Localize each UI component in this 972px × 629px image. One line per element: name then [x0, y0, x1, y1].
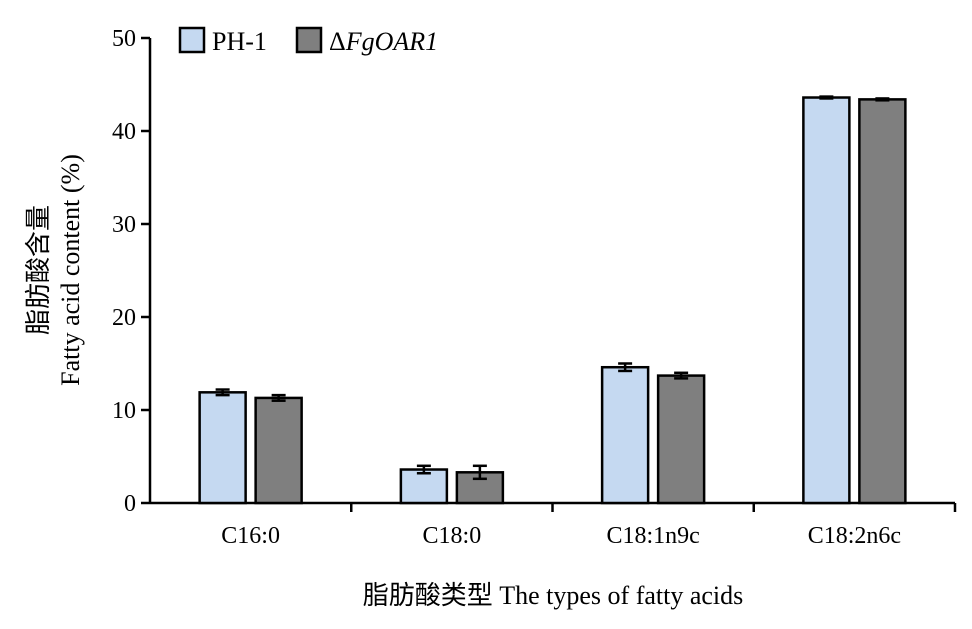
y-axis-title: 脂肪酸含量 Fatty acid content (%) [24, 154, 85, 386]
y-axis: 0 10 20 30 40 50 [112, 26, 152, 517]
bar-ph1 [802, 96, 851, 505]
bar-mutant [656, 374, 706, 505]
y-tick-label: 10 [112, 398, 136, 424]
error-bar [875, 97, 890, 102]
bar-ph1 [198, 391, 247, 505]
error-bar [472, 464, 487, 481]
bar-ph1 [399, 468, 449, 505]
y-axis-title-cn: 脂肪酸含量 [24, 205, 53, 335]
y-tick-label: 40 [112, 119, 136, 145]
bar-mutant [858, 98, 907, 505]
legend-label-mutant-prefix: Δ [329, 27, 346, 56]
error-bar [416, 464, 431, 475]
y-tick-label: 20 [112, 305, 136, 331]
error-bar [271, 393, 286, 402]
legend-swatch-mutant [295, 26, 323, 54]
legend-label-ph1: PH-1 [212, 27, 267, 56]
x-axis-title: 脂肪酸类型 The types of fatty acids [363, 581, 744, 610]
error-bar [674, 371, 689, 380]
error-bar [215, 388, 230, 397]
y-tick-label: 30 [112, 212, 136, 238]
y-tick-label: 50 [112, 26, 136, 52]
x-axis: C16:0 C18:0 C18:1n9c C18:2n6c [150, 501, 957, 549]
legend-label-mutant: ΔFgOAR1 [329, 27, 438, 56]
error-bar [819, 95, 834, 100]
x-tick-label: C18:2n6c [808, 523, 901, 549]
y-tick-label: 0 [124, 491, 136, 517]
bars [198, 96, 907, 505]
x-tick-label: C16:0 [221, 523, 280, 549]
x-tick-label: C18:0 [423, 523, 482, 549]
legend-label-mutant-italic: FgOAR1 [345, 27, 438, 56]
bar-mutant [254, 396, 303, 505]
error-bar [618, 362, 633, 373]
legend-swatch-ph1 [178, 26, 206, 54]
error-bars [215, 95, 890, 481]
x-tick-label: C18:1n9c [606, 523, 699, 549]
y-axis-title-en: Fatty acid content (%) [56, 154, 85, 386]
bar-ph1 [600, 365, 650, 505]
legend: PH-1 ΔFgOAR1 [178, 26, 438, 56]
